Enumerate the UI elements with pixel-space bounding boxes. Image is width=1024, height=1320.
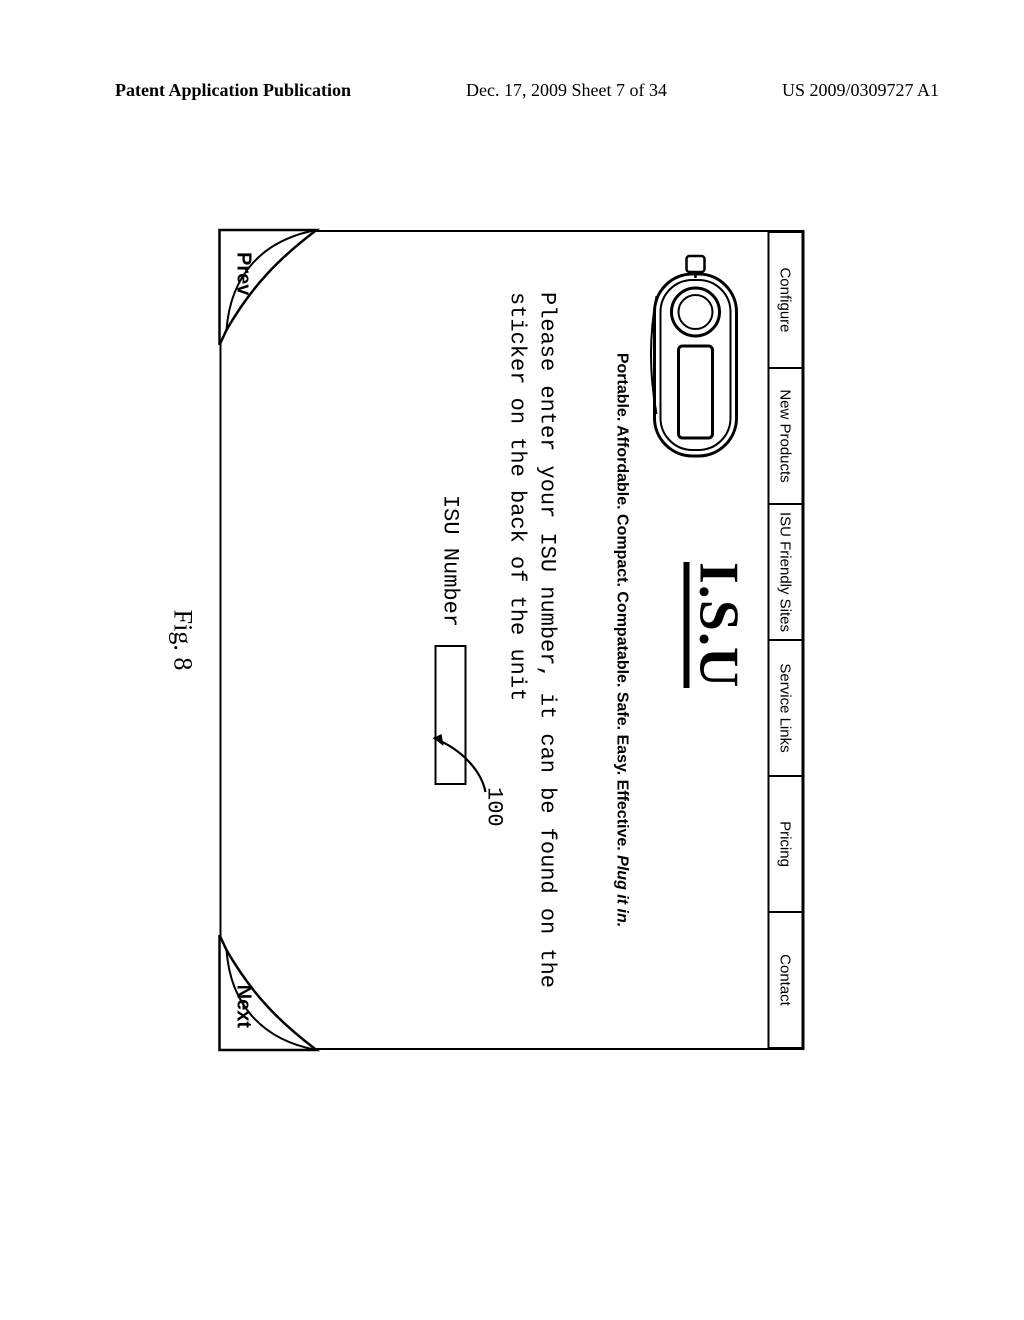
tagline: Portable. Affordable. Compact. Compatabl… xyxy=(613,232,631,1048)
isu-prompt-text: Please enter your ISU number, it can be … xyxy=(502,292,561,988)
header-sheet: Dec. 17, 2009 Sheet 7 of 34 xyxy=(466,80,667,101)
tab-service-links[interactable]: Service Links xyxy=(768,641,804,777)
figure-wrap: Configure New Products ISU Friendly Site… xyxy=(102,348,922,933)
isu-number-row: ISU Number xyxy=(435,232,467,1048)
tab-bar: Configure New Products ISU Friendly Site… xyxy=(768,231,804,1049)
header-pubno: US 2009/0309727 A1 xyxy=(782,80,939,101)
isu-device-icon xyxy=(648,254,743,459)
tagline-plug: Plug it in. xyxy=(614,855,631,927)
tab-friendly-sites[interactable]: ISU Friendly Sites xyxy=(768,505,804,641)
panel-content: I.S.U Portable. Affordable. Compact. Com… xyxy=(222,232,767,1048)
figure-frame: Configure New Products ISU Friendly Site… xyxy=(220,230,805,1050)
callout-leader-icon xyxy=(422,732,492,822)
patent-page: Patent Application Publication Dec. 17, … xyxy=(0,0,1024,1320)
tab-configure[interactable]: Configure xyxy=(768,231,804,369)
isu-number-label: ISU Number xyxy=(438,495,463,627)
next-button[interactable]: Next xyxy=(232,985,255,1028)
prev-button[interactable]: Prev xyxy=(232,252,255,295)
tagline-main: Portable. Affordable. Compact. Compatabl… xyxy=(614,353,631,855)
tab-pricing[interactable]: Pricing xyxy=(768,777,804,913)
isu-logo: I.S.U xyxy=(683,562,744,688)
tab-new-products[interactable]: New Products xyxy=(768,369,804,505)
header-title: Patent Application Publication xyxy=(115,80,351,101)
ui-panel: Configure New Products ISU Friendly Site… xyxy=(220,230,805,1050)
figure-caption: Fig. 8 xyxy=(168,610,198,671)
tab-contact[interactable]: Contact xyxy=(768,913,804,1049)
page-header: Patent Application Publication Dec. 17, … xyxy=(115,80,939,101)
